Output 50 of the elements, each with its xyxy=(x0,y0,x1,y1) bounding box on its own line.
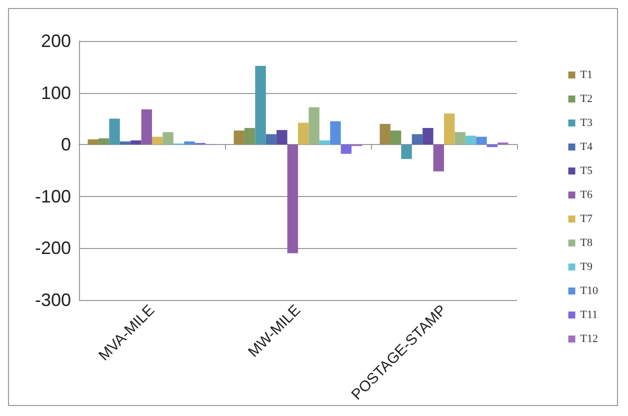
bar xyxy=(98,138,110,145)
bar xyxy=(266,134,277,145)
bar xyxy=(130,140,142,145)
bar xyxy=(298,122,309,145)
bar xyxy=(498,142,508,145)
y-tick-label: 200 xyxy=(40,31,71,51)
bar xyxy=(152,136,163,145)
bar xyxy=(287,144,298,254)
bar xyxy=(401,144,412,160)
bar xyxy=(120,141,131,145)
bar xyxy=(330,121,341,145)
bar xyxy=(433,144,444,172)
legend-label: T2 xyxy=(580,93,593,105)
bar xyxy=(109,118,120,145)
bar xyxy=(390,130,402,145)
bar xyxy=(465,136,476,145)
legend-label: T9 xyxy=(580,261,593,273)
bar xyxy=(444,113,455,145)
bar xyxy=(380,124,390,145)
bar xyxy=(234,130,244,145)
y-tick-label: 100 xyxy=(40,82,71,103)
bar xyxy=(162,132,174,145)
legend-label: T7 xyxy=(580,213,593,225)
bar xyxy=(476,136,487,145)
legend-label: T3 xyxy=(580,117,593,129)
bar xyxy=(184,141,195,145)
bar xyxy=(308,107,320,145)
y-tick-label: -200 xyxy=(34,238,71,258)
bar xyxy=(276,130,288,145)
bar xyxy=(422,128,434,145)
legend-label: T12 xyxy=(580,333,598,345)
y-tick-label: -100 xyxy=(34,186,71,206)
legend-label: T4 xyxy=(580,141,593,153)
legend-label: T10 xyxy=(580,285,598,297)
legend-label: T6 xyxy=(580,189,593,201)
legend-label: T8 xyxy=(580,237,593,249)
legend-label: T1 xyxy=(580,69,593,81)
bar xyxy=(255,66,266,145)
bar xyxy=(319,140,330,145)
bar xyxy=(486,144,498,148)
bar xyxy=(412,134,423,145)
bar xyxy=(340,144,352,154)
legend-label: T5 xyxy=(580,165,593,177)
y-tick-label: 0 xyxy=(60,134,71,155)
bar xyxy=(454,132,466,145)
bar xyxy=(141,109,152,145)
bar xyxy=(88,139,98,145)
y-tick-label: -300 xyxy=(34,290,71,310)
legend-label: T11 xyxy=(580,309,598,321)
bar xyxy=(244,128,256,145)
